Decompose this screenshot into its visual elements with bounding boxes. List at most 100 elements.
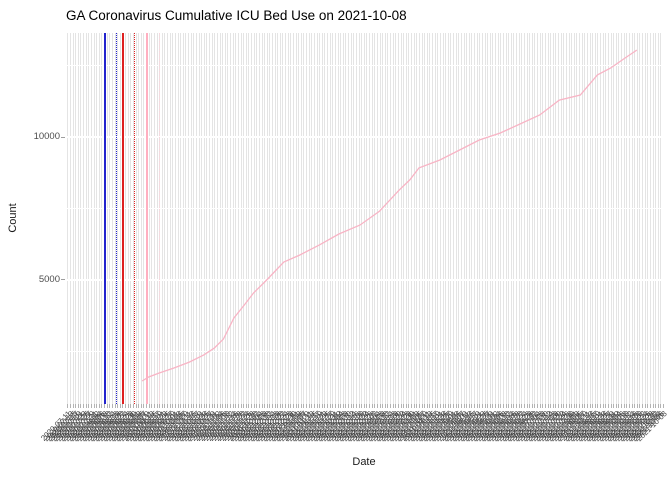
x-tick-mark: [324, 404, 326, 408]
x-gridline: [434, 33, 436, 404]
x-gridline: [623, 33, 625, 404]
x-tick-mark: [497, 404, 499, 408]
x-tick-mark: [222, 404, 224, 408]
x-tick-mark: [219, 404, 221, 408]
x-tick-mark: [227, 404, 229, 408]
x-gridline: [639, 33, 641, 404]
x-tick-mark: [615, 404, 617, 408]
x-tick-mark: [319, 404, 321, 408]
x-gridline: [106, 33, 108, 404]
x-tick-mark: [180, 404, 182, 408]
x-gridline: [518, 33, 520, 404]
x-gridline: [350, 33, 352, 404]
x-gridline: [481, 33, 483, 404]
x-gridline: [568, 33, 570, 404]
x-gridline: [565, 33, 567, 404]
x-tick-mark: [198, 404, 200, 408]
x-tick-mark: [104, 404, 106, 408]
x-gridline: [219, 33, 221, 404]
x-gridline: [416, 33, 418, 404]
x-gridline: [607, 33, 609, 404]
x-tick-mark: [146, 404, 148, 408]
x-tick-mark: [237, 404, 239, 408]
x-gridline: [657, 33, 659, 404]
x-gridline: [489, 33, 491, 404]
x-gridline: [253, 33, 255, 404]
x-gridline: [610, 33, 612, 404]
x-gridline: [211, 33, 213, 404]
x-tick-mark: [266, 404, 268, 408]
x-tick-mark: [639, 404, 641, 408]
x-gridline: [75, 33, 77, 404]
x-tick-mark: [69, 404, 71, 408]
x-gridline: [77, 33, 79, 404]
x-tick-mark: [143, 404, 145, 408]
x-tick-mark: [245, 404, 247, 408]
x-gridline: [316, 33, 318, 404]
x-gridline: [353, 33, 355, 404]
x-gridline: [153, 33, 155, 404]
x-gridline: [626, 33, 628, 404]
x-tick-mark: [397, 404, 399, 408]
x-gridline: [287, 33, 289, 404]
x-gridline: [579, 33, 581, 404]
x-tick-mark: [327, 404, 329, 408]
x-tick-mark: [159, 404, 161, 408]
x-gridline: [521, 33, 523, 404]
x-gridline: [497, 33, 499, 404]
x-gridline: [190, 33, 192, 404]
x-tick-mark: [243, 404, 245, 408]
x-gridline: [413, 33, 415, 404]
x-gridline: [500, 33, 502, 404]
x-tick-mark: [424, 404, 426, 408]
x-tick-mark: [610, 404, 612, 408]
x-tick-mark: [156, 404, 158, 408]
x-gridline: [329, 33, 331, 404]
x-tick-mark: [579, 404, 581, 408]
x-gridline: [224, 33, 226, 404]
x-gridline: [340, 33, 342, 404]
x-gridline: [240, 33, 242, 404]
x-tick-mark: [621, 404, 622, 408]
x-tick-mark: [193, 404, 195, 408]
x-gridline: [455, 33, 457, 404]
cumulative-icu-line: [141, 49, 638, 382]
x-gridline: [237, 33, 239, 404]
x-gridline: [300, 33, 302, 404]
x-gridline: [125, 33, 127, 404]
x-gridline: [429, 33, 431, 404]
x-gridline: [285, 33, 287, 404]
x-gridline: [214, 33, 216, 404]
x-gridline: [327, 33, 329, 404]
x-gridline: [174, 33, 176, 404]
x-tick-mark: [311, 404, 313, 408]
x-gridline: [98, 33, 100, 404]
x-gridline: [269, 33, 271, 404]
x-tick-mark: [348, 404, 350, 408]
x-gridline: [531, 33, 533, 404]
x-tick-mark: [340, 404, 342, 408]
y-minor-gridline: [66, 65, 663, 67]
x-gridline: [164, 33, 166, 404]
x-gridline: [586, 33, 588, 404]
x-tick-mark: [642, 404, 643, 408]
x-gridline: [119, 33, 121, 404]
x-gridline: [185, 33, 187, 404]
x-tick-mark: [313, 404, 315, 408]
x-tick-mark: [649, 404, 651, 408]
x-tick-mark: [544, 404, 546, 408]
x-gridline: [418, 33, 420, 404]
x-gridline: [379, 33, 381, 404]
y-tick-mark: [61, 137, 65, 138]
x-tick-mark: [518, 404, 520, 408]
x-gridline: [216, 33, 218, 404]
x-tick-mark: [371, 404, 373, 408]
x-gridline: [363, 33, 365, 404]
x-gridline: [395, 33, 397, 404]
x-gridline: [266, 33, 268, 404]
x-gridline: [130, 33, 132, 404]
x-gridline: [188, 33, 190, 404]
x-gridline: [279, 33, 281, 404]
x-gridline: [109, 33, 111, 404]
x-gridline: [537, 33, 539, 404]
